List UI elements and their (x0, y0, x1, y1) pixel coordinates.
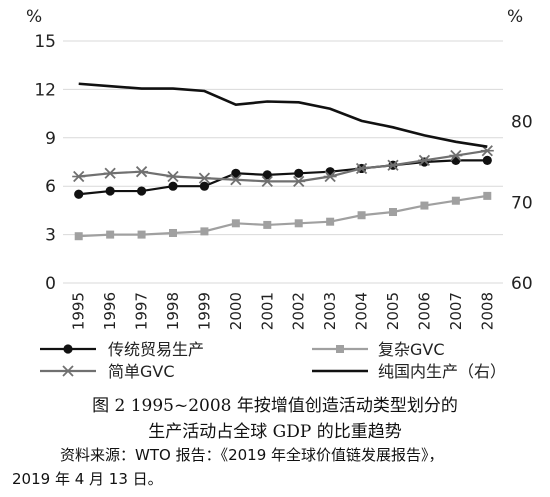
legend-marker (336, 345, 344, 353)
legend-item-complex-gvc: 复杂GVC (312, 340, 445, 359)
data-point (74, 232, 83, 241)
left-tick-label: 6 (45, 177, 56, 197)
line-chart: 0 3 6 9 12 15 60 70 80 1995 1996 1997 1998 1999 2000… (26, 7, 533, 381)
left-axis-ticks: 0 3 6 9 12 15 (34, 32, 56, 294)
series-complex-gvc (74, 191, 492, 241)
left-tick-label: 12 (34, 80, 56, 100)
source-note: 资料来源：WTO 报告：《2019 年全球价值链发展报告》， (60, 446, 444, 464)
x-axis-ticks: 1995 1996 1997 1998 1999 2000 2001 2002 2003 2004… (70, 292, 497, 330)
data-point (420, 201, 429, 210)
data-point (451, 155, 461, 165)
x-tick-label: 2000 (227, 292, 245, 330)
data-point (105, 186, 115, 196)
data-point (200, 227, 209, 236)
x-tick-label: 2005 (384, 292, 402, 330)
data-point (136, 186, 147, 196)
x-tick-label: 1995 (70, 292, 88, 330)
right-axis-ticks: 60 70 80 (511, 113, 533, 294)
series-simple-gvc (72, 145, 494, 187)
right-tick-label: 80 (511, 113, 533, 133)
x-tick-label: 1999 (195, 292, 213, 330)
data-point (482, 155, 492, 165)
data-point (326, 217, 335, 226)
data-point (106, 230, 115, 239)
x-tick-label: 2001 (258, 292, 276, 330)
right-tick-label: 60 (511, 274, 533, 294)
x-tick-label: 2008 (478, 292, 496, 330)
series-line (78, 194, 488, 238)
legend-label: 纯国内生产（右） (378, 362, 506, 381)
left-tick-label: 15 (34, 32, 56, 52)
data-point (262, 170, 272, 180)
series-domestic (78, 82, 488, 148)
legend-item-simple-gvc: 简单GVC (40, 362, 175, 381)
data-point (199, 181, 210, 191)
x-tick-label: 1998 (164, 292, 182, 330)
x-tick-label: 2003 (321, 292, 339, 330)
x-tick-label: 2004 (353, 292, 371, 330)
series-line (78, 149, 488, 183)
left-tick-label: 9 (45, 129, 56, 149)
series-line (78, 159, 488, 196)
left-axis-unit: % (26, 7, 42, 27)
data-point (451, 196, 460, 205)
x-tick-label: 1996 (101, 292, 119, 330)
right-axis-unit: % (507, 7, 523, 27)
x-tick-label: 2002 (290, 292, 308, 330)
data-point (389, 208, 397, 217)
data-point (357, 211, 366, 220)
data-point (483, 191, 492, 200)
left-tick-label: 3 (45, 226, 56, 246)
data-point (231, 168, 241, 178)
data-point (294, 219, 303, 228)
legend-item-traditional-trade: 传统贸易生产 (40, 340, 204, 359)
data-point (294, 168, 304, 178)
series-group (72, 82, 494, 241)
series-line (78, 82, 488, 148)
figure-caption-title: 图 2 1995~2008 年按增值创造活动类型划分的 (92, 396, 458, 416)
legend-label: 传统贸易生产 (108, 340, 204, 359)
data-point (137, 230, 146, 239)
x-tick-label: 2006 (415, 292, 433, 330)
legend-marker (63, 344, 73, 354)
x-tick-label: 1997 (133, 292, 151, 330)
right-tick-label: 70 (511, 193, 533, 213)
legend-item-domestic: 纯国内生产（右） (312, 362, 506, 381)
data-point (74, 189, 84, 199)
legend: 传统贸易生产 复杂GVC 简单GVC 纯国内生产（右） (40, 340, 506, 381)
data-point (231, 219, 240, 228)
left-tick-label: 0 (45, 274, 56, 294)
series-traditional-trade (74, 155, 492, 199)
data-point (263, 220, 272, 229)
legend-label: 简单GVC (108, 362, 175, 381)
figure-caption-subtitle: 生产活动占全球 GDP 的比重趋势 (148, 422, 402, 442)
x-tick-label: 2007 (447, 292, 465, 330)
legend-label: 复杂GVC (378, 340, 445, 359)
source-date: 2019 年 4 月 13 日。 (12, 470, 163, 488)
data-point (168, 181, 178, 191)
data-point (169, 228, 177, 237)
